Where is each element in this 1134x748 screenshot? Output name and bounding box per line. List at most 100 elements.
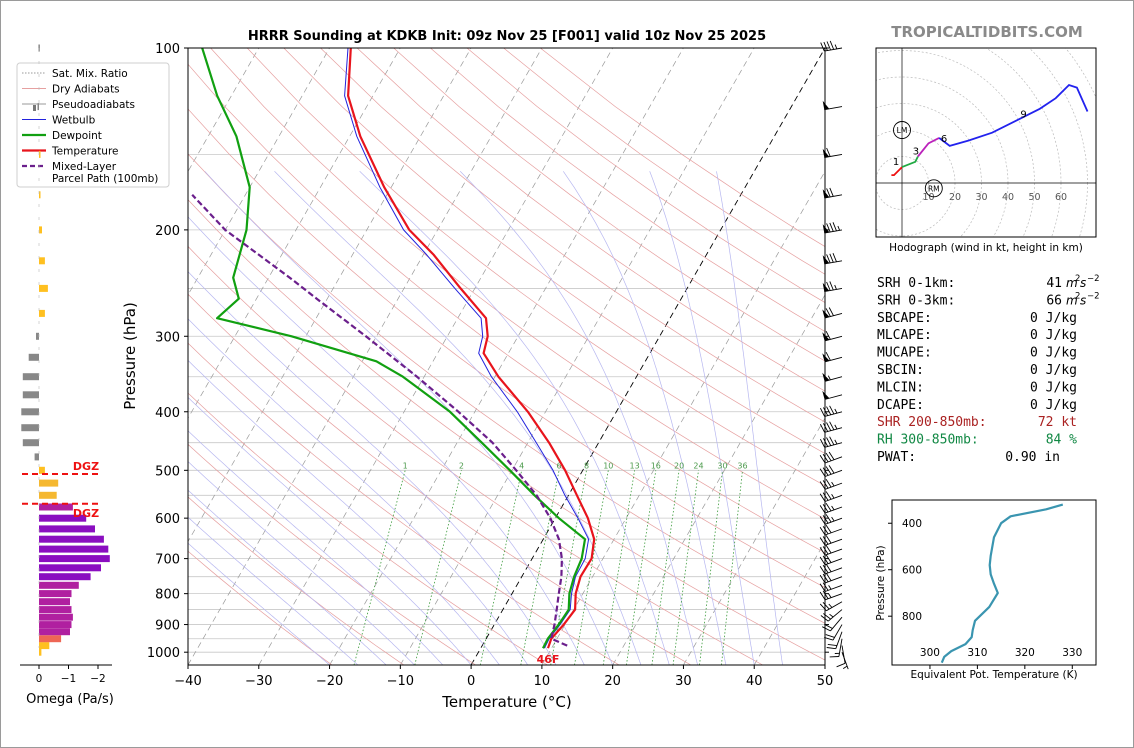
barb-feather (825, 308, 831, 317)
omega-bar (39, 628, 70, 636)
barb-shaft (838, 638, 843, 657)
surface-temp-label: 46F (537, 653, 560, 666)
omega-bar (39, 491, 57, 499)
moist-adiabat-line (188, 516, 359, 665)
barb-half-feather (831, 505, 835, 511)
omega-bar (39, 606, 72, 614)
hodograph-segment (891, 166, 903, 176)
isotherm-line (188, 48, 260, 173)
wind-barb (822, 222, 843, 234)
watermark-logo: TROPICALTIDBITS.COM (891, 23, 1083, 41)
barb-pennant (822, 100, 830, 110)
hodograph-segment (917, 137, 940, 158)
barb-feather (826, 647, 836, 650)
index-label: SBCIN: (877, 363, 924, 378)
dry-adiabat-line (466, 48, 825, 303)
x-tick-label: 30 (675, 674, 692, 689)
barb-pennant (822, 148, 830, 158)
barb-feather (826, 41, 832, 51)
omega-bar (39, 150, 41, 158)
hodograph-ring-label: 40 (1002, 192, 1014, 203)
barb-feather (822, 536, 829, 545)
wind-barb (822, 351, 843, 363)
mixing-ratio-line (672, 470, 699, 665)
hodograph-ring-label: 20 (949, 192, 961, 203)
dry-adiabat-line (283, 48, 825, 454)
dry-adiabat-line (246, 48, 825, 487)
omega-bar (21, 424, 39, 432)
moist-adiabat-line (188, 271, 557, 665)
moist-adiabat-line (359, 171, 670, 665)
index-value: 0 J/kg (1030, 380, 1077, 395)
x-tick-label: −10 (387, 674, 414, 689)
omega-bar (34, 453, 39, 461)
isotherm-line (612, 294, 825, 665)
barb-feather (822, 515, 829, 524)
skewt-profiles (191, 48, 596, 649)
hodograph-height-marker: 9 (1020, 109, 1026, 120)
mixing-ratio-line (721, 470, 743, 665)
barb-half-feather (831, 516, 835, 522)
index-label: MLCAPE: (877, 328, 932, 343)
barb-feather (820, 423, 825, 433)
barb-feather (823, 613, 831, 620)
barb-feather (823, 438, 829, 447)
barb-feather (827, 643, 837, 647)
theta-e-x-tick-label: 310 (967, 647, 987, 659)
index-value: 0 J/kg (1030, 311, 1077, 326)
omega-bar (39, 309, 45, 317)
x-tick-label: −30 (245, 674, 272, 689)
barb-feather (825, 554, 832, 563)
theta-e-x-tick-label: 330 (1062, 647, 1082, 659)
wind-barb (819, 479, 843, 490)
hodograph-segment (901, 156, 919, 168)
isotherm-line (399, 48, 755, 665)
barb-feather (822, 492, 829, 501)
y-tick-label: 700 (155, 553, 180, 568)
wind-barb (822, 372, 843, 382)
wind-barb (820, 40, 843, 52)
barb-feather (819, 547, 826, 556)
mixing-ratio-line (479, 470, 523, 665)
omega-tick-label: 0 (36, 673, 43, 685)
hodograph-caption: Hodograph (wind in kt, height in km) (889, 242, 1083, 254)
index-label: RH 300-850mb: (877, 433, 979, 448)
hodograph-height-marker: 1 (893, 157, 899, 168)
barb-pennant (822, 224, 830, 233)
storm-motion-circle (924, 179, 943, 198)
barb-feather (822, 573, 829, 583)
wind-barb (822, 253, 843, 265)
omega-bar (39, 191, 41, 199)
barb-feather (819, 454, 826, 464)
wind-barb (822, 187, 843, 199)
omega-panel: DGZ DGZ 0 −1 −2 (20, 44, 112, 685)
moist-adiabat-line (459, 171, 698, 665)
theta-e-profile (940, 503, 1064, 664)
dry-adiabat-line (188, 153, 825, 624)
index-value: 0 J/kg (1030, 398, 1077, 413)
barb-feather (822, 467, 829, 476)
legend-label: Dewpoint (52, 130, 102, 142)
mixing-ratio-line (651, 470, 680, 665)
index-unit: s (1080, 276, 1086, 290)
barb-half-feather (837, 225, 841, 231)
profile-wetbulb (344, 48, 590, 649)
mixing-ratio-label: 24 (693, 461, 703, 470)
index-label: MUCAPE: (877, 346, 932, 361)
wind-barb (819, 601, 843, 612)
barb-feather (825, 634, 835, 638)
x-tick-label: 20 (604, 674, 621, 689)
barb-feather (822, 590, 829, 599)
barb-half-feather (828, 603, 833, 608)
wind-barb (819, 524, 843, 536)
y-tick-label: 300 (155, 330, 180, 345)
y-tick-label: 1000 (147, 646, 180, 661)
index-label: SBCAPE: (877, 311, 932, 326)
wind-barb (819, 535, 843, 546)
wind-barb (819, 451, 843, 464)
omega-bar (22, 439, 39, 447)
skewt-marks: 46F −40 −30 −20 −10 0 10 20 30 40 50 100 200 300 400 50… (147, 42, 833, 689)
omega-bar (39, 581, 79, 589)
barb-half-feather (828, 585, 832, 590)
